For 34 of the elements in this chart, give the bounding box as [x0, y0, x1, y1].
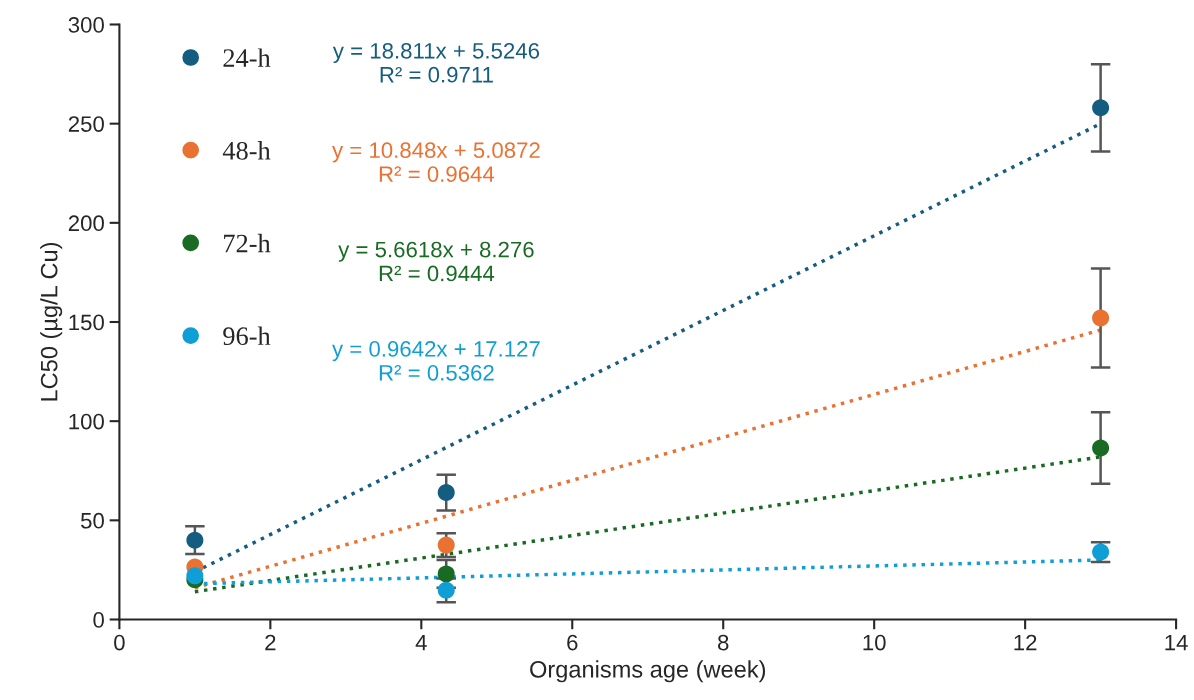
point — [437, 536, 455, 554]
point — [186, 567, 204, 585]
y-tick-label: 250 — [68, 116, 104, 132]
y-tick-label: 200 — [68, 215, 104, 232]
point — [1092, 309, 1110, 327]
x-axis-title: Organisms age (week) — [530, 660, 766, 683]
annotation: y = 5.6618x + 8.276 R² = 0.9444 — [338, 241, 534, 282]
y-tick-label: 100 — [69, 413, 104, 430]
x-tick-label: 12 — [1014, 634, 1037, 651]
point — [1092, 99, 1110, 117]
point — [437, 581, 455, 599]
point — [186, 531, 204, 549]
y-axis-title: LC50 (µg/L Cu) — [40, 242, 63, 401]
legend-label: 96-h — [223, 326, 271, 346]
x-tick-label: 2 — [265, 634, 276, 651]
y-tick-label: 50 — [80, 512, 104, 529]
x-tick-label: 4 — [415, 634, 427, 651]
x-tick-label: 0 — [114, 634, 125, 651]
legend-label: 24-h — [223, 48, 271, 67]
x-tick-label: 14 — [1165, 634, 1188, 651]
x-tick-label: 10 — [863, 634, 886, 651]
legend-label: 72-h — [224, 233, 271, 253]
x-tick-label: 8 — [718, 634, 729, 651]
point — [437, 484, 455, 502]
annotation: y = 0.9642x + 17.127 R² = 0.5362 — [332, 341, 540, 381]
y-tick-label: 300 — [68, 17, 104, 33]
y-tick-label: 150 — [69, 314, 104, 331]
point — [1092, 439, 1110, 457]
annotation: y = 10.848x + 5.0872 R² = 0.9644 — [332, 142, 540, 182]
point — [437, 565, 455, 583]
legend-label: 48-h — [222, 141, 271, 160]
annotation: y = 18.811x + 5.5246 R² = 0.9711 — [332, 42, 540, 83]
y-tick-label: 0 — [93, 612, 104, 628]
x-tick-label: 6 — [567, 634, 578, 651]
